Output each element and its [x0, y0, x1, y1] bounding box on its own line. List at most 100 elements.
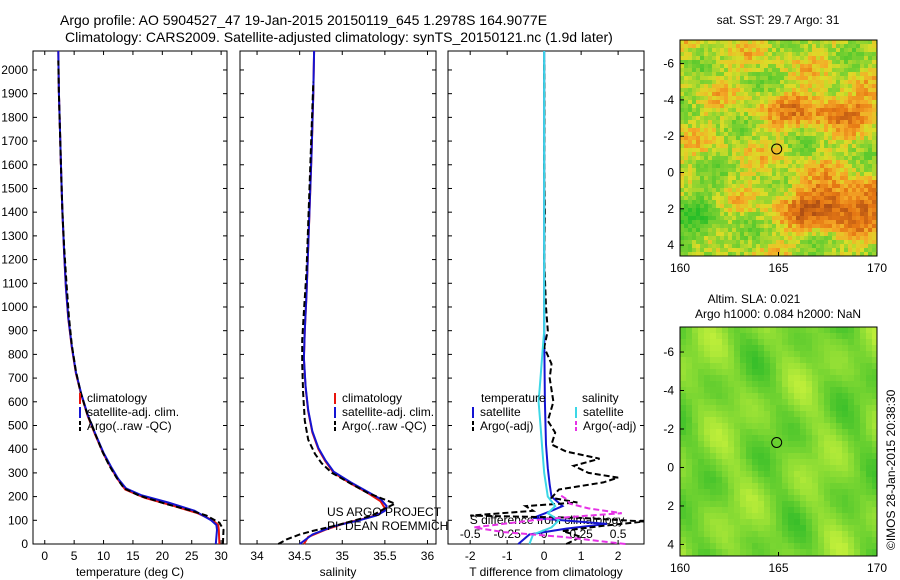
sst-map-cell [728, 184, 732, 188]
sst-map-cell [720, 156, 724, 160]
sla-map-cell [794, 333, 800, 339]
sst-map-cell [796, 148, 800, 152]
sla-map-cell [848, 375, 854, 381]
sst-map-cell [788, 64, 792, 68]
sla-map-cell [794, 399, 800, 405]
sst-map-cell [812, 156, 816, 160]
sst-map-cell [804, 160, 808, 164]
sst-map-cell [692, 60, 696, 64]
depth-tick-label: 400 [8, 442, 28, 456]
sst-map-cell [840, 244, 844, 248]
sst-map-cell [776, 220, 780, 224]
sst-map-cell [688, 168, 692, 172]
sla-map-cell [848, 483, 854, 489]
sla-map-cell [740, 525, 746, 531]
sst-map-cell [756, 192, 760, 196]
depth-tick-label: 900 [8, 324, 28, 338]
sst-map-cell [700, 184, 704, 188]
sla-map-cell [758, 471, 764, 477]
sla-map-cell [872, 465, 877, 471]
sst-map-cell [732, 72, 736, 76]
sst-map-cell [820, 40, 824, 44]
sla-map-cell [728, 543, 734, 549]
sst-map-cell [856, 44, 860, 48]
sst-map-cell [684, 72, 688, 76]
sla-map-cell [680, 489, 686, 495]
sst-map-cell [832, 232, 836, 236]
sst-map-cell [768, 104, 772, 108]
sst-map-cell [840, 252, 844, 256]
sla-map-cell [830, 411, 836, 417]
sla-map-cell [758, 405, 764, 411]
sst-map-cell [732, 188, 736, 192]
sst-map-cell [780, 240, 784, 244]
sst-map-cell [808, 180, 812, 184]
sla-map-cell [842, 411, 848, 417]
sst-map-cell [768, 68, 772, 72]
sst-map-cell [756, 224, 760, 228]
sla-map-cell [806, 435, 812, 441]
sst-map-cell [688, 40, 692, 44]
sst-map-cell [856, 60, 860, 64]
sst-map-cell [688, 132, 692, 136]
sst-map-cell [804, 208, 808, 212]
sla-map-cell [854, 453, 860, 459]
sla-map-cell [680, 525, 686, 531]
sst-map-cell [824, 208, 828, 212]
sst-map-cell [852, 252, 856, 256]
sla-map-cell [728, 339, 734, 345]
sst-map-cell [756, 40, 760, 44]
sst-map-cell [756, 188, 760, 192]
sst-map-cell [784, 40, 788, 44]
sst-map-cell [680, 156, 684, 160]
sst-map-cell [692, 132, 696, 136]
sla-map-cell [740, 375, 746, 381]
sla-map-cell [728, 327, 734, 333]
sst-map-cell [788, 72, 792, 76]
sst-map-cell [840, 172, 844, 176]
sst-map-cell [832, 124, 836, 128]
sst-map-cell [848, 80, 852, 84]
sst-map-cell [836, 244, 840, 248]
sst-map-cell [736, 72, 740, 76]
sst-map-cell [728, 40, 732, 44]
sst-map-cell [688, 204, 692, 208]
salinity-xtick-label: 36 [421, 549, 435, 563]
sst-map-cell [760, 132, 764, 136]
sst-map-cell [700, 208, 704, 212]
sla-map-cell [704, 393, 710, 399]
sst-map-cell [812, 100, 816, 104]
sst-map-cell [864, 164, 868, 168]
sst-map-cell [756, 120, 760, 124]
sst-map-cell [680, 84, 684, 88]
sst-map-cell [776, 68, 780, 72]
sst-map-cell [740, 48, 744, 52]
sst-map-cell [848, 112, 852, 116]
sst-map-cell [816, 56, 820, 60]
sst-map-cell [820, 100, 824, 104]
sla-map-cell [770, 351, 776, 357]
sst-map-cell [720, 164, 724, 168]
sla-map-cell [842, 435, 848, 441]
sst-map-cell [700, 44, 704, 48]
sst-map-cell [820, 204, 824, 208]
sla-map-cell [746, 423, 752, 429]
sst-map-cell [836, 224, 840, 228]
sla-map-cell [872, 387, 877, 393]
sst-map-cell [864, 156, 868, 160]
sst-map-cell [752, 148, 756, 152]
sst-map-cell [752, 40, 756, 44]
sst-map-cell [800, 180, 804, 184]
sla-map-cell [710, 447, 716, 453]
sst-map-cell [860, 112, 864, 116]
sst-map-cell [828, 236, 832, 240]
sla-map-cell [782, 399, 788, 405]
sst-map-cell [844, 160, 848, 164]
salinity-legend-label: satellite-adj. clim. [342, 405, 434, 419]
sst-map-cell [844, 120, 848, 124]
sst-map-cell [724, 104, 728, 108]
sla-map-cell [776, 501, 782, 507]
sla-map-cell [770, 549, 776, 555]
sst-map-cell [748, 68, 752, 72]
sst-map-cell [688, 120, 692, 124]
